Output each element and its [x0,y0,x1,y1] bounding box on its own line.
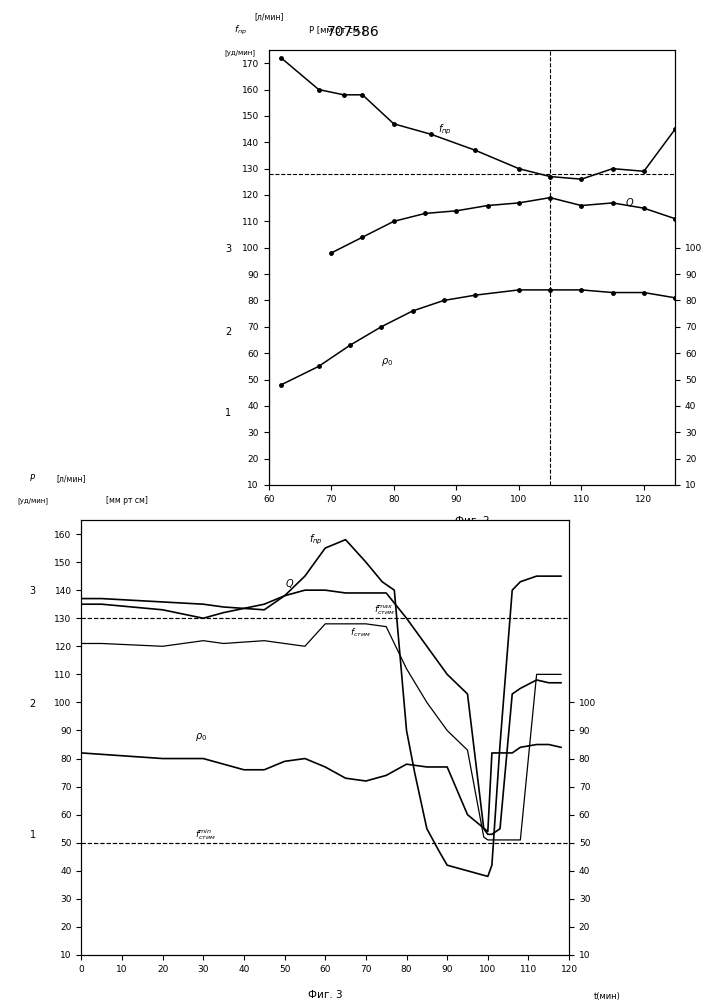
Text: [уд/мин]: [уд/мин] [225,49,256,56]
Text: t(мин): t(мин) [593,992,621,1000]
Text: [л/мин]: [л/мин] [254,13,284,22]
Text: [уд/мин]: [уд/мин] [17,498,48,504]
Text: 1: 1 [225,408,231,418]
Text: $f_{пр}$: $f_{пр}$ [234,24,247,37]
Text: Фиг. 2: Фиг. 2 [455,516,489,526]
Text: $f_{стим}^{min}$: $f_{стим}^{min}$ [195,827,216,842]
Text: [мм рт см]: [мм рт см] [106,496,148,505]
Text: 2: 2 [225,327,231,337]
Text: P: P [30,474,35,483]
Text: 3: 3 [225,244,231,254]
Text: 2: 2 [30,699,35,709]
Text: $\rho_0$: $\rho_0$ [381,356,393,368]
Text: 707586: 707586 [327,25,380,39]
Text: $f_{стим}$: $f_{стим}$ [349,626,370,639]
Text: $f_{пр}$: $f_{пр}$ [309,533,323,547]
Text: $Q$: $Q$ [284,577,294,590]
Text: $f_{пр}$: $f_{пр}$ [438,122,451,137]
Text: [л/мин]: [л/мин] [57,474,86,483]
Text: $Q$: $Q$ [625,196,634,209]
Text: Фиг. 3: Фиг. 3 [308,990,342,1000]
Text: $f_{стим}^{max}$: $f_{стим}^{max}$ [374,604,395,617]
Text: P [мм.рт cм.]: P [мм.рт cм.] [310,26,366,35]
Text: $\rho_0$: $\rho_0$ [195,731,207,743]
Text: 1: 1 [30,830,35,840]
Text: 3: 3 [30,586,35,596]
